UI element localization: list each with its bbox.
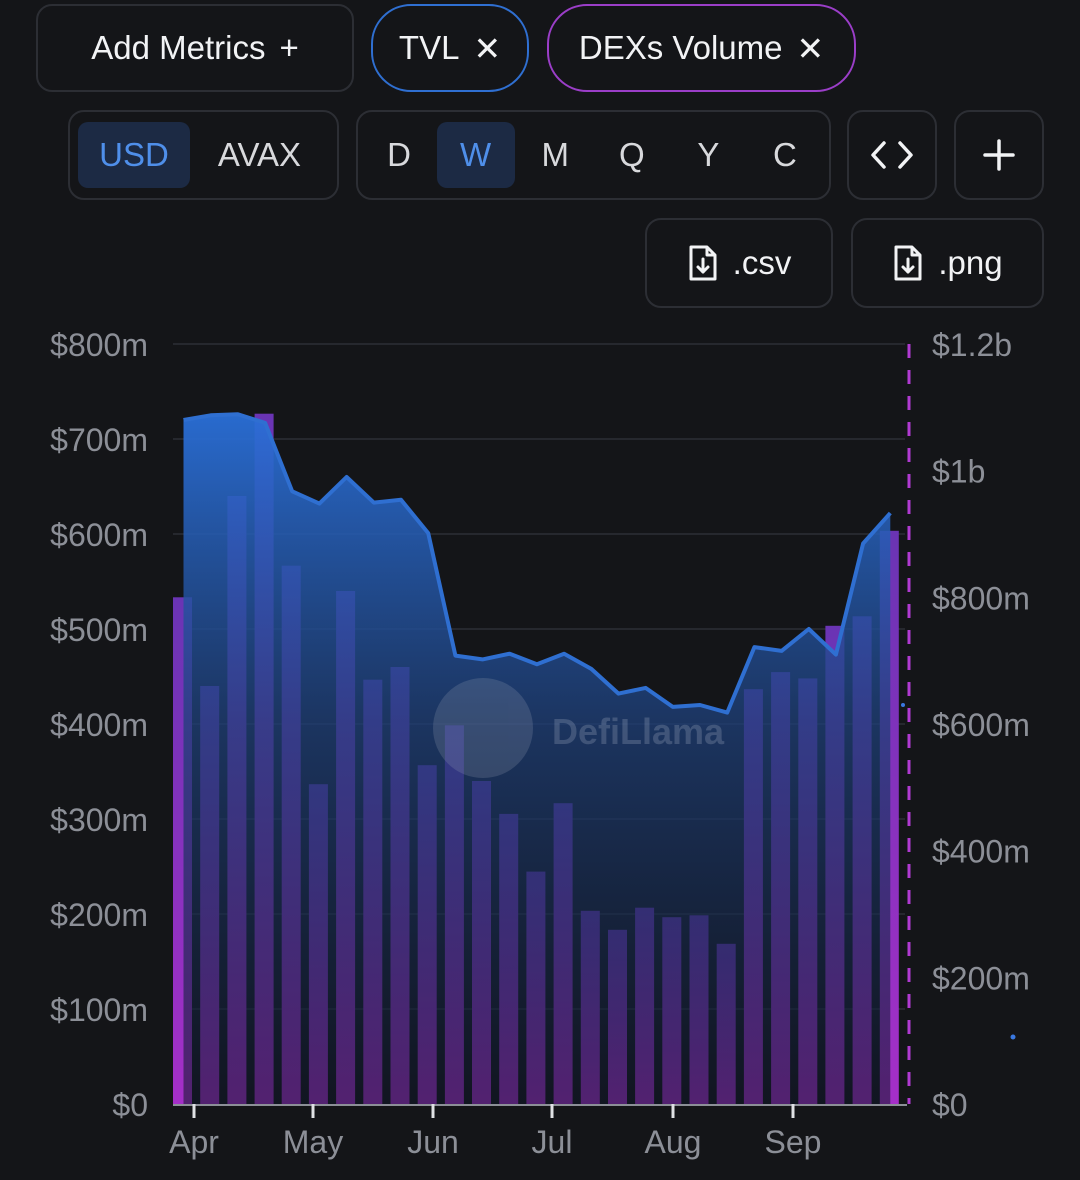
defillama-watermark: DefiLlama — [433, 678, 725, 778]
metric-pill-tvl[interactable]: TVL ✕ — [371, 4, 529, 92]
left-axis-tick: $500m — [50, 612, 148, 648]
metric-pill-label: DEXs Volume — [578, 29, 783, 66]
left-axis-tick: $600m — [50, 517, 148, 553]
x-axis-tick: Jun — [407, 1124, 459, 1160]
hover-dot — [901, 703, 905, 707]
interval-m[interactable]: M — [519, 122, 591, 188]
interval-label: W — [460, 136, 492, 173]
download-csv-button[interactable]: .csv — [645, 218, 833, 308]
interval-w[interactable]: W — [436, 122, 515, 188]
denomination-label: AVAX — [217, 136, 302, 173]
x-axis-tick: May — [283, 1124, 343, 1160]
tvl-volume-chart[interactable]: DefiLlama $0 $100m $200m $300m $400m $500m $60… — [0, 300, 1080, 1180]
close-icon[interactable]: ✕ — [473, 29, 502, 67]
right-axis-tick: $400m — [932, 834, 1030, 870]
x-axis-tick: Apr — [169, 1124, 219, 1160]
interval-label: C — [773, 136, 797, 173]
right-axis-tick: $1.2b — [932, 327, 1012, 363]
embed-button[interactable] — [847, 110, 937, 200]
watermark-text: DefiLlama — [552, 711, 725, 752]
left-axis-tick: $400m — [50, 707, 148, 743]
denomination-label: USD — [99, 136, 169, 173]
interval-label: Y — [697, 136, 720, 173]
left-axis-tick: $300m — [50, 802, 148, 838]
left-axis-tick: $0 — [112, 1087, 148, 1123]
denomination-avax[interactable]: AVAX — [190, 122, 329, 188]
right-axis-tick: $600m — [932, 707, 1030, 743]
left-axis-tick: $200m — [50, 897, 148, 933]
interval-label: Q — [618, 136, 645, 173]
interval-y[interactable]: Y — [672, 122, 744, 188]
metric-pill-dexs-volume[interactable]: DEXs Volume ✕ — [547, 4, 856, 92]
add-metrics-label: Add Metrics — [91, 29, 266, 66]
interval-d[interactable]: D — [366, 122, 432, 188]
plus-icon — [983, 139, 1015, 171]
code-icon — [871, 141, 913, 169]
interval-c[interactable]: C — [749, 122, 821, 188]
tvl-area — [183, 414, 891, 1104]
hover-dot — [1010, 1034, 1016, 1040]
plus-icon: + — [279, 29, 299, 66]
add-chart-button[interactable] — [954, 110, 1044, 200]
left-axis-tick: $800m — [50, 327, 148, 363]
right-axis-tick: $1b — [932, 454, 985, 490]
right-axis-tick: $800m — [932, 580, 1030, 616]
download-png-button[interactable]: .png — [851, 218, 1044, 308]
interval-toggle: D W M Q Y C — [356, 110, 831, 200]
denomination-usd[interactable]: USD — [78, 122, 190, 188]
right-axis-tick: $0 — [932, 1087, 968, 1123]
close-icon[interactable]: ✕ — [796, 29, 825, 67]
interval-q[interactable]: Q — [596, 122, 668, 188]
denomination-toggle: USD AVAX — [68, 110, 339, 200]
metric-pill-label: TVL — [398, 29, 460, 66]
interval-label: D — [387, 136, 411, 173]
x-axis-tick: Sep — [765, 1124, 822, 1160]
interval-label: M — [541, 136, 569, 173]
tvl-line[interactable] — [183, 412, 892, 715]
left-axis-tick: $100m — [50, 992, 148, 1028]
download-png-label: .png — [938, 244, 1003, 281]
file-download-icon — [689, 245, 717, 281]
x-axis-tick: Jul — [532, 1124, 573, 1160]
x-axis-tick: Aug — [645, 1124, 702, 1160]
download-csv-label: .csv — [732, 244, 792, 281]
file-download-icon — [894, 245, 922, 281]
left-axis-tick: $700m — [50, 422, 148, 458]
right-axis-tick: $200m — [932, 960, 1030, 996]
add-metrics-button[interactable]: Add Metrics + — [36, 4, 354, 92]
